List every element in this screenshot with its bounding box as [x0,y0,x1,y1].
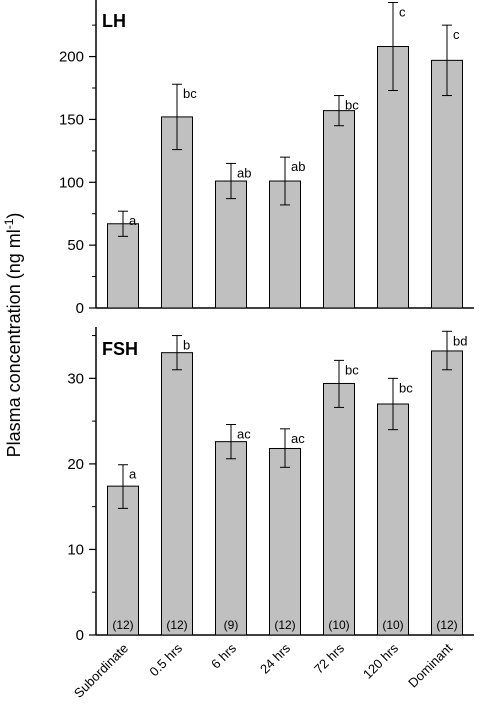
x-category-label: Dominant [405,640,455,690]
x-category-label: 6 hrs [208,640,239,671]
sample-size-label: (10) [328,618,349,632]
fsh-y-tick-label: 0 [76,627,84,644]
lh-panel: 0 50 100 150 200 a bc ab ab bc c c LH [59,0,474,317]
lh-significance-letter: a [129,213,137,228]
y-axis-title: Plasma concentration (ng ml-1) [2,213,24,458]
sample-size-label: (12) [274,618,295,632]
lh-bar [215,180,247,309]
sample-size-label: (12) [436,618,457,632]
fsh-significance-letter: b [183,338,190,353]
fsh-significance-letter: ac [291,431,305,446]
lh-y-tick-label: 50 [67,237,84,254]
fsh-significance-letter: ac [237,427,251,442]
x-category-label: 24 hrs [257,640,294,677]
fsh-panel-title: FSH [102,339,138,359]
lh-y-tick-label: 150 [59,111,84,128]
lh-significance-letter: ab [291,159,305,174]
lh-bar [107,223,139,309]
lh-y-tick-label: 200 [59,49,84,66]
sample-size-label: (9) [224,618,239,632]
lh-significance-letter: c [453,27,460,42]
fsh-bar [377,403,409,636]
sample-size-label: (12) [166,618,187,632]
x-category-label: Subordinate [71,641,131,701]
x-category-label: 0.5 hrs [146,640,185,679]
lh-y-tick-label: 0 [76,300,84,317]
fsh-significance-letter: bc [345,362,359,377]
fsh-panel: 0 10 20 30 a (12) b (12) ac (9) ac (12) bc (10) bc (10)… [67,327,474,644]
lh-significance-letter: bc [183,86,197,101]
lh-significance-letter: bc [345,98,359,113]
fsh-significance-letter: a [129,467,137,482]
fsh-y-tick-label: 30 [67,370,84,387]
lh-significance-letter: c [399,5,406,20]
lh-bar [431,59,463,309]
y-axis-title-close: ) [4,213,24,219]
fsh-y-tick-label: 20 [67,456,84,473]
lh-y-tick-label: 100 [59,174,84,191]
y-axis-title-superscript: -1 [2,218,16,229]
fsh-bar [323,382,355,636]
x-category-label: 120 hrs [360,640,402,682]
fsh-bar [431,350,463,636]
fsh-significance-letter: bd [453,333,467,348]
sample-size-label: (12) [112,618,133,632]
lh-significance-letter: ab [237,165,251,180]
fsh-bar [161,352,193,636]
x-axis-category-labels: Subordinate 0.5 hrs 6 hrs 24 hrs 72 hrs 120 h… [71,640,455,701]
lh-panel-title: LH [102,11,126,31]
fsh-y-tick-label: 10 [67,541,84,558]
fsh-significance-letter: bc [399,380,413,395]
y-axis-title-main: Plasma concentration (ng ml [4,229,24,457]
fsh-bar [269,447,301,636]
fsh-bar [215,441,247,636]
x-category-label: 72 hrs [311,640,348,677]
lh-bar [323,110,355,309]
sample-size-label: (10) [382,618,403,632]
